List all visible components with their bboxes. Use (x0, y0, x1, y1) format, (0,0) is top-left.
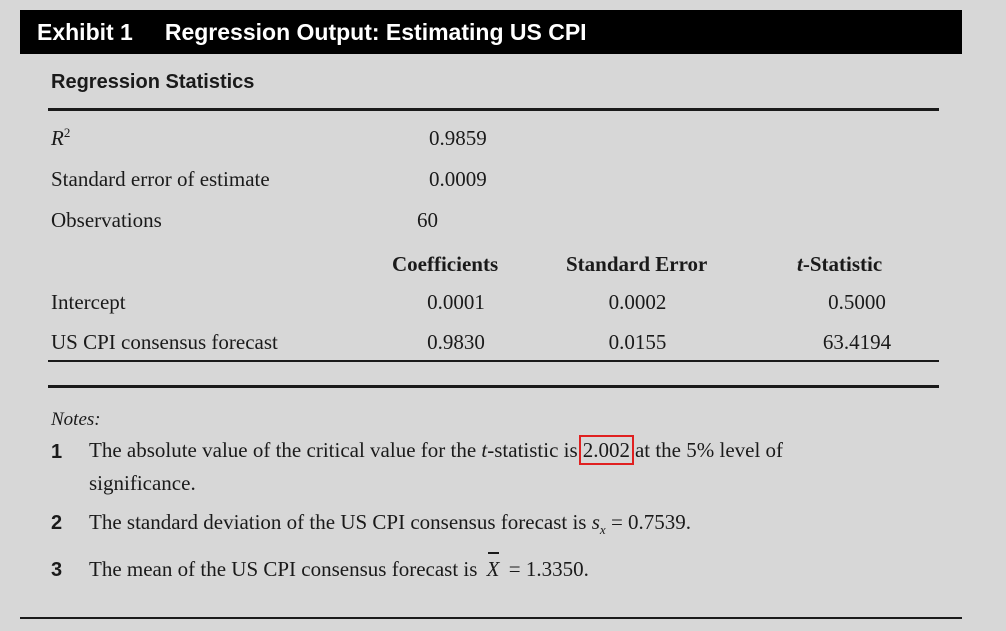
observations-label: Observations (51, 208, 162, 232)
section-rule (48, 108, 939, 111)
exhibit-title: Regression Output: Estimating US CPI (164, 18, 587, 45)
standard-error-header: Standard Error (566, 252, 708, 276)
bottom-rule (20, 617, 962, 619)
coefficients-header: Coefficients (392, 252, 499, 276)
exhibit-label: Exhibit 1 (37, 18, 133, 45)
note-number: 3 (51, 559, 63, 581)
se-cell: 0.0002 (608, 290, 667, 314)
t-cell: 0.5000 (828, 290, 886, 314)
t-cell: 63.4194 (822, 330, 892, 354)
row-label: US CPI consensus forecast (51, 330, 278, 354)
se-estimate-value: 0.0009 (429, 167, 487, 191)
se-estimate-label: Standard error of estimate (51, 167, 270, 191)
table-rule (48, 360, 939, 362)
row-label: Intercept (51, 290, 126, 314)
note-2: The standard deviation of the US CPI con… (89, 510, 692, 538)
exhibit-header: Exhibit 1 Regression Output: Estimating … (20, 10, 962, 54)
section-title: Regression Statistics (51, 71, 255, 93)
note-number: 1 (51, 441, 63, 463)
note-1: The absolute value of the critical value… (89, 435, 783, 465)
coef-cell: 0.0001 (427, 290, 485, 314)
r2-value: 0.9859 (429, 126, 487, 150)
note-3: The mean of the US CPI consensus forecas… (89, 552, 589, 581)
t-statistic-header: t-Statistic (797, 252, 883, 276)
observations-value: 60 (417, 208, 438, 232)
coef-cell: 0.9830 (427, 330, 485, 354)
se-cell: 0.0155 (608, 330, 667, 354)
r2-label: R2 (51, 125, 71, 150)
note-1-continued: significance. (89, 471, 196, 495)
note-number: 2 (51, 512, 63, 534)
notes-rule (48, 385, 939, 388)
critical-value-highlight: 2.002 (578, 435, 634, 465)
notes-label: Notes: (51, 409, 101, 430)
